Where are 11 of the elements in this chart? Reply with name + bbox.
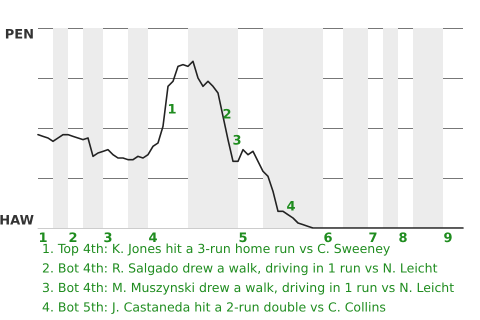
text: 3. Bot 4th: M. Muszynski drew a walk, driving in 1 run vs N. Leicht [42, 280, 454, 295]
annotation: 2 [222, 108, 232, 122]
text: 2. Bot 4th: R. Salgado drew a walk, driving in 1 run vs N. Leicht [42, 260, 438, 276]
text: HAW [0, 214, 34, 228]
x-tick-label: 8 [398, 231, 408, 246]
annotation: 4 [286, 200, 296, 214]
text: 4. Bot 5th: J. Castaneda hit a 2-run double vs C. Collins [42, 300, 386, 314]
annotation: 1 [167, 102, 177, 118]
annotation: 3 [232, 134, 242, 148]
x-tick-label: 9 [443, 231, 453, 246]
text: PEN [4, 28, 34, 42]
